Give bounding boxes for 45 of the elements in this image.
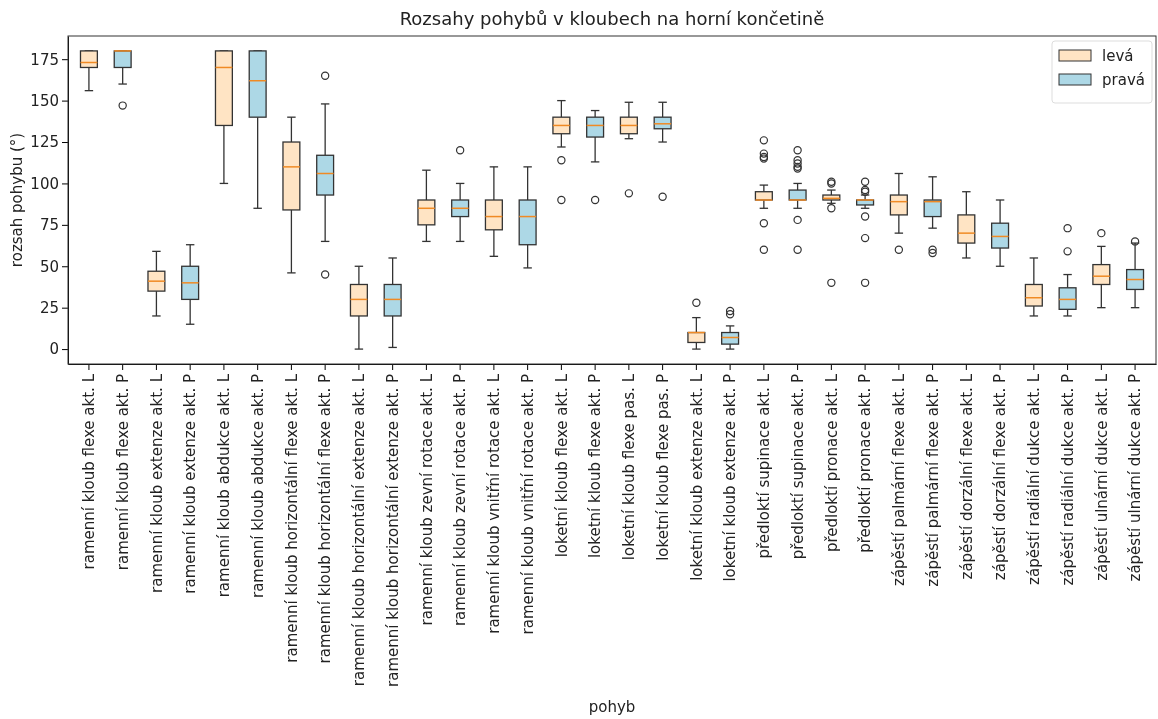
x-tick-label: loketní kloub flexe akt. L bbox=[552, 373, 571, 558]
x-tick-label: ramenní kloub horizontální extenze akt. L bbox=[350, 373, 369, 687]
x-tick-label: ramenní kloub abdukce akt. L bbox=[215, 373, 234, 598]
y-tick-label: 125 bbox=[30, 133, 59, 152]
x-tick-label: předloktí pronace akt. P bbox=[856, 374, 875, 553]
legend-label: pravá bbox=[1102, 71, 1145, 89]
y-tick-label: 175 bbox=[30, 50, 59, 69]
x-tick-label: zápěstí dorzální flexe akt. L bbox=[957, 373, 976, 580]
y-axis-title: rozsah pohybu (°) bbox=[8, 132, 26, 268]
x-tick-label: ramenní kloub flexe akt. P bbox=[113, 374, 132, 571]
x-tick-label: loketní kloub flexe akt. P bbox=[586, 374, 605, 559]
x-tick-label: ramenní kloub flexe akt. L bbox=[80, 373, 99, 570]
x-tick-label: ramenní kloub zevní rotace akt. P bbox=[451, 374, 470, 627]
x-tick-label: zápěstí radiální dukce akt. L bbox=[1025, 373, 1044, 585]
y-tick-label: 150 bbox=[30, 91, 59, 110]
x-tick-label: loketní kloub flexe pas. L bbox=[620, 373, 639, 561]
x-tick-label: předloktí supinace akt. L bbox=[755, 373, 774, 559]
x-tick-label: zápěstí dorzální flexe akt. P bbox=[991, 374, 1010, 581]
x-axis-title: pohyb bbox=[588, 698, 636, 716]
x-tick-label: ramenní kloub vnitřní rotace akt. P bbox=[518, 374, 537, 635]
y-tick-label: 50 bbox=[39, 257, 59, 276]
x-tick-label: zápěstí palmární flexe akt. P bbox=[923, 374, 942, 587]
y-tick-label: 75 bbox=[39, 216, 59, 235]
y-tick-label: 0 bbox=[49, 340, 59, 359]
x-tick-label: zápěstí ulnární dukce akt. L bbox=[1092, 373, 1111, 581]
x-tick-label: ramenní kloub zevní rotace akt. L bbox=[417, 373, 436, 626]
chart-title: Rozsahy pohybů v kloubech na horní končetině bbox=[399, 8, 825, 29]
legend-label: levá bbox=[1102, 47, 1134, 65]
x-tick-label: zápěstí radiální dukce akt. P bbox=[1058, 374, 1077, 586]
x-tick-label: ramenní kloub horizontální flexe akt. L bbox=[282, 373, 301, 663]
x-tick-label: ramenní kloub vnitřní rotace akt. L bbox=[485, 373, 504, 634]
x-tick-label: ramenní kloub horizontální extenze akt. P bbox=[383, 374, 402, 687]
x-tick-label: předloktí pronace akt. L bbox=[822, 373, 841, 553]
x-tick-label: loketní kloub extenze akt. L bbox=[687, 373, 706, 581]
x-tick-label: zápěstí ulnární dukce akt. P bbox=[1126, 374, 1145, 582]
x-tick-label: loketní kloub extenze akt. P bbox=[721, 374, 740, 582]
x-tick-label: ramenní kloub horizontální flexe akt. P bbox=[316, 374, 335, 664]
x-tick-label: ramenní kloub extenze akt. L bbox=[147, 373, 166, 593]
y-tick-label: 25 bbox=[39, 298, 59, 317]
y-tick-label: 100 bbox=[30, 174, 59, 193]
x-tick-label: loketní kloub flexe pas. P bbox=[653, 374, 672, 561]
x-tick-label: předloktí supinace akt. P bbox=[788, 374, 807, 560]
x-tick-label: zápěstí palmární flexe akt. L bbox=[890, 373, 909, 586]
x-tick-label: ramenní kloub extenze akt. P bbox=[181, 374, 200, 594]
x-tick-label: ramenní kloub abdukce akt. P bbox=[248, 374, 267, 598]
